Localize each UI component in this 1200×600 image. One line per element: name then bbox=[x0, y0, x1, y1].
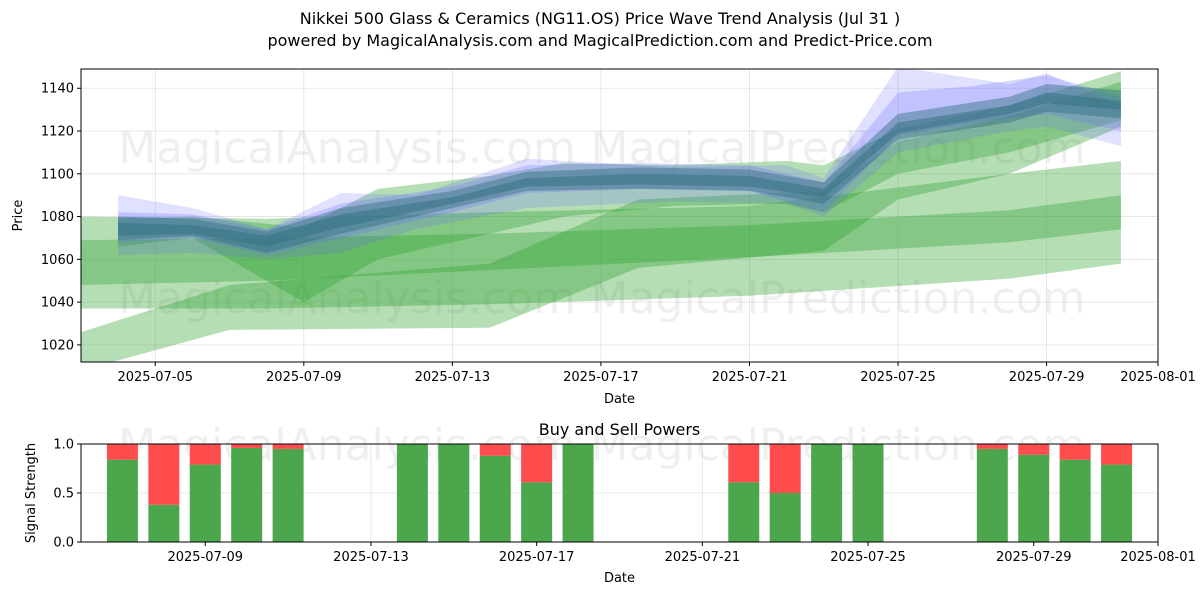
x-tick-label: 2025-07-29 bbox=[1009, 370, 1085, 385]
y-tick-label: 1.0 bbox=[53, 438, 74, 453]
sell-power-bar bbox=[106, 444, 138, 460]
sell-power-bar bbox=[189, 444, 221, 465]
buy-power-bar bbox=[189, 464, 221, 542]
buy-power-bar bbox=[1059, 459, 1091, 542]
y-tick-label: 0.5 bbox=[53, 487, 74, 502]
wave-band-teal-8 bbox=[118, 92, 1121, 247]
x-tick-label: 2025-07-13 bbox=[415, 370, 491, 385]
y-tick-label: 1060 bbox=[41, 253, 74, 268]
x-tick-label: 2025-07-29 bbox=[996, 550, 1072, 565]
buy-power-bar bbox=[396, 444, 428, 542]
x-tick-label: 2025-08-01 bbox=[1120, 550, 1196, 565]
y-tick-label: 1140 bbox=[41, 82, 74, 97]
sell-power-bar bbox=[521, 444, 553, 483]
subplot-title: Buy and Sell Powers bbox=[539, 420, 701, 439]
x-axis-label: Date bbox=[604, 392, 635, 407]
wave-band-green-2 bbox=[81, 195, 1121, 285]
buy-power-bar bbox=[1018, 454, 1050, 542]
y-tick-label: 1040 bbox=[41, 296, 74, 311]
sell-power-bar bbox=[728, 444, 760, 483]
sell-power-bar bbox=[272, 444, 304, 449]
buy-power-bar bbox=[148, 504, 180, 542]
y-tick-label: 1020 bbox=[41, 338, 74, 353]
sell-power-bar bbox=[1018, 444, 1050, 455]
x-tick-label: 2025-07-13 bbox=[333, 550, 409, 565]
x-tick-label: 2025-07-09 bbox=[167, 550, 243, 565]
watermark-text: MagicalAnalysis.com bbox=[118, 273, 576, 324]
x-tick-label: 2025-07-25 bbox=[830, 550, 906, 565]
x-tick-label: 2025-07-09 bbox=[266, 370, 342, 385]
chart-title: Nikkei 500 Glass & Ceramics (NG11.OS) Pr… bbox=[299, 9, 901, 28]
x-tick-label: 2025-07-17 bbox=[563, 370, 639, 385]
watermark-text: MagicalAnalysis.com bbox=[118, 123, 576, 174]
x-tick-label: 2025-07-05 bbox=[117, 370, 193, 385]
sell-power-bar bbox=[976, 444, 1008, 449]
buy-power-bar bbox=[1101, 464, 1133, 542]
wave-band-green-3 bbox=[81, 81, 1121, 362]
x-tick-label: 2025-07-21 bbox=[665, 550, 741, 565]
buy-power-bar bbox=[272, 448, 304, 542]
y-tick-label: 1100 bbox=[41, 167, 74, 182]
sell-power-bar bbox=[769, 444, 801, 493]
buy-power-bar bbox=[521, 482, 553, 542]
y-tick-label: 1080 bbox=[41, 210, 74, 225]
buy-power-bar bbox=[769, 493, 801, 542]
buy-power-bar bbox=[728, 482, 760, 542]
watermark-text: MagicalPrediction.com bbox=[591, 123, 1086, 174]
sell-power-bar bbox=[148, 444, 180, 505]
x-tick-label: 2025-07-21 bbox=[712, 370, 788, 385]
x-tick-label: 2025-07-17 bbox=[499, 550, 575, 565]
buy-power-bar bbox=[852, 444, 884, 542]
buy-power-bar bbox=[479, 455, 511, 542]
sell-power-bar bbox=[1101, 444, 1133, 465]
watermark-text: MagicalPrediction.com bbox=[591, 273, 1086, 324]
buy-power-bar bbox=[231, 447, 263, 542]
wave-band-green-4 bbox=[118, 71, 1121, 303]
sell-power-bar bbox=[1059, 444, 1091, 460]
buy-power-bar bbox=[562, 444, 594, 542]
plot-frame bbox=[80, 68, 1159, 363]
chart-subtitle: powered by MagicalAnalysis.com and Magic… bbox=[267, 31, 933, 50]
x-axis-label: Date bbox=[604, 571, 635, 586]
x-tick-label: 2025-08-01 bbox=[1120, 370, 1196, 385]
buy-power-bar bbox=[438, 444, 470, 542]
sell-power-bar bbox=[231, 444, 263, 448]
sell-power-bar bbox=[479, 444, 511, 456]
buy-power-bar bbox=[811, 444, 843, 542]
y-tick-label: 1120 bbox=[41, 125, 74, 140]
wave-band-green-1 bbox=[81, 161, 1121, 309]
y-axis-label: Price bbox=[11, 200, 26, 232]
buy-power-bar bbox=[976, 448, 1008, 542]
y-axis-label: Signal Strength bbox=[24, 443, 39, 543]
buy-power-bar bbox=[106, 459, 138, 542]
y-tick-label: 0.0 bbox=[53, 536, 74, 551]
x-tick-label: 2025-07-25 bbox=[860, 370, 936, 385]
